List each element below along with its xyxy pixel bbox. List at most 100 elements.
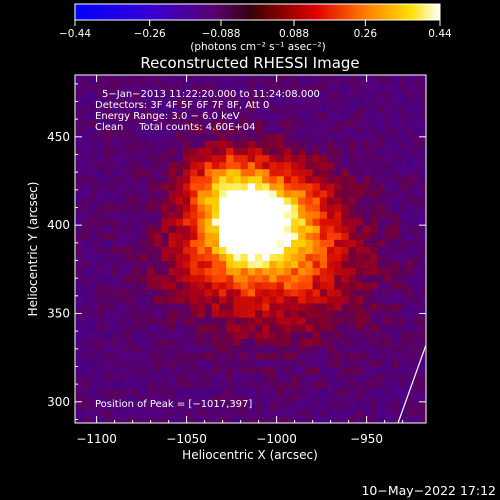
heatmap-pixel (283, 182, 292, 191)
heatmap-pixel (211, 182, 220, 191)
heatmap-pixel (96, 83, 105, 92)
heatmap-pixel (168, 133, 177, 141)
heatmap-pixel (204, 352, 213, 361)
heatmap-pixel (103, 83, 112, 92)
heatmap-pixel (211, 415, 220, 423)
heatmap-pixel (147, 253, 155, 262)
heatmap-pixel (298, 168, 306, 177)
heatmap-pixel (247, 126, 256, 134)
heatmap-pixel (363, 352, 371, 361)
heatmap-pixel (283, 211, 292, 219)
heatmap-pixel (125, 97, 134, 106)
heatmap-pixel (334, 83, 342, 92)
heatmap-pixel (75, 288, 83, 297)
heatmap-pixel (327, 83, 335, 92)
heatmap-pixel (399, 154, 407, 163)
heatmap-pixel (348, 324, 357, 332)
heatmap-pixel (226, 126, 234, 134)
heatmap-pixel (190, 83, 198, 92)
heatmap-pixel (147, 232, 155, 240)
heatmap-pixel (247, 147, 256, 156)
heatmap-pixel (161, 359, 170, 368)
heatmap-pixel (111, 246, 119, 255)
heatmap-pixel (269, 225, 278, 233)
heatmap-pixel (125, 394, 134, 403)
heatmap-pixel (305, 75, 314, 78)
heatmap-pixel (118, 274, 126, 283)
heatmap-pixel (363, 366, 371, 375)
heatmap-pixel (190, 394, 198, 403)
heatmap-pixel (168, 281, 177, 290)
heatmap-pixel (255, 324, 263, 332)
heatmap-pixel (183, 189, 191, 198)
heatmap-pixel (125, 211, 134, 219)
heatmap-pixel (312, 97, 321, 106)
heatmap-pixel (82, 401, 90, 410)
heatmap-pixel (139, 246, 148, 255)
heatmap-pixel (262, 239, 270, 247)
heatmap-pixel (197, 75, 206, 78)
heatmap-pixel (312, 267, 321, 276)
heatmap-pixel (190, 140, 198, 149)
heatmap-pixel (154, 373, 162, 382)
heatmap-pixel (118, 415, 126, 423)
heatmap-pixel (118, 288, 126, 297)
heatmap-pixel (334, 324, 342, 332)
heatmap-pixel (312, 175, 321, 184)
heatmap-pixel (363, 211, 371, 219)
heatmap-pixel (269, 295, 278, 304)
heatmap-pixel (291, 246, 299, 255)
heatmap-pixel (183, 317, 191, 325)
heatmap-pixel (291, 154, 299, 163)
heatmap-pixel (103, 260, 112, 269)
heatmap-pixel (132, 324, 141, 332)
heatmap-pixel (111, 182, 119, 191)
heatmap-pixel (211, 352, 220, 361)
heatmap-pixel (161, 140, 170, 149)
heatmap-pixel (319, 133, 328, 141)
heatmap-pixel (413, 373, 422, 382)
limb-line (397, 344, 427, 424)
heatmap-pixel (219, 239, 227, 247)
heatmap-pixel (132, 112, 141, 120)
heatmap-pixel (420, 387, 426, 396)
heatmap-pixel (413, 232, 422, 240)
heatmap-pixel (82, 126, 90, 134)
heatmap-pixel (240, 352, 249, 361)
heatmap-pixel (305, 126, 314, 134)
heatmap-pixel (298, 253, 306, 262)
heatmap-pixel (233, 196, 242, 205)
heatmap-pixel (391, 394, 400, 403)
heatmap-pixel (219, 97, 227, 106)
heatmap-pixel (190, 415, 198, 423)
heatmap-pixel (175, 373, 184, 382)
heatmap-pixel (132, 380, 141, 389)
heatmap-pixel (211, 302, 220, 311)
heatmap-pixel (226, 75, 234, 78)
heatmap-pixel (75, 140, 83, 149)
heatmap-pixel (161, 401, 170, 410)
heatmap-pixel (269, 83, 278, 92)
heatmap-pixel (305, 281, 314, 290)
heatmap-pixel (319, 366, 328, 375)
heatmap-pixel (111, 288, 119, 297)
heatmap-pixel (190, 182, 198, 191)
heatmap-pixel (175, 394, 184, 403)
heatmap-pixel (75, 239, 83, 247)
heatmap-pixel (377, 168, 386, 177)
heatmap-pixel (319, 359, 328, 368)
heatmap-pixel (111, 168, 119, 177)
heatmap-pixel (118, 387, 126, 396)
heatmap-pixel (211, 168, 220, 177)
heatmap-pixel (96, 373, 105, 382)
heatmap-pixel (161, 352, 170, 361)
heatmap-pixel (190, 211, 198, 219)
heatmap-pixel (363, 239, 371, 247)
heatmap-pixel (420, 168, 426, 177)
heatmap-pixel (132, 168, 141, 177)
heatmap-pixel (103, 309, 112, 318)
heatmap-pixel (82, 147, 90, 156)
heatmap-pixel (233, 161, 242, 170)
heatmap-pixel (233, 394, 242, 403)
heatmap-pixel (305, 232, 314, 240)
